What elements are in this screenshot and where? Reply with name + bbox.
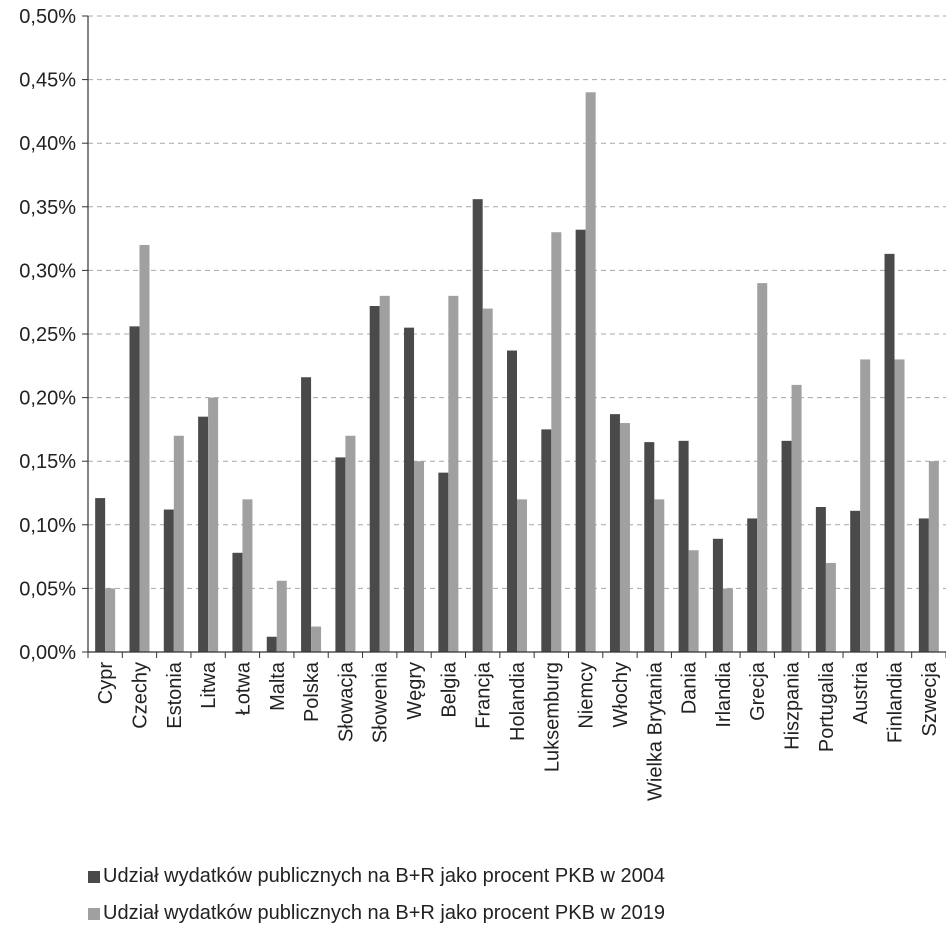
x-category-label: Łotwa — [232, 661, 254, 715]
bar-2004 — [575, 229, 586, 653]
legend-item-2019: Udział wydatków publicznych na B+R jako … — [88, 895, 665, 932]
bar-2004 — [918, 518, 929, 652]
x-category-label: Luksemburg — [541, 662, 563, 772]
x-category-label: Francja — [473, 661, 495, 729]
x-category-label: Wielka Brytania — [644, 661, 666, 801]
bar-2004 — [541, 429, 552, 652]
bar-2019 — [825, 562, 836, 652]
bar-2004 — [369, 306, 380, 652]
legend: Udział wydatków publicznych na B+R jako … — [88, 858, 665, 932]
y-tick-label: 0,10% — [19, 515, 76, 537]
x-category-label: Litwa — [198, 661, 220, 709]
bar-2004 — [850, 510, 861, 652]
bar-2019 — [860, 359, 871, 652]
bar-2004 — [335, 457, 346, 652]
x-category-label: Szwecja — [919, 661, 941, 736]
y-tick-label: 0,05% — [19, 578, 76, 600]
legend-item-2004: Udział wydatków publicznych na B+R jako … — [88, 858, 665, 895]
bar-2004 — [507, 350, 517, 652]
y-tick-label: 0,25% — [19, 324, 76, 346]
x-category-label: Słowacja — [335, 661, 357, 742]
x-category-label: Cypr — [95, 662, 117, 705]
bar-2019 — [482, 308, 493, 652]
bar-2019 — [276, 580, 287, 652]
bar-2004 — [95, 498, 106, 652]
bar-2019 — [173, 435, 184, 652]
bar-2004 — [678, 440, 689, 652]
legend-label-2004: Udział wydatków publicznych na B+R jako … — [103, 865, 665, 887]
bar-2004 — [815, 506, 826, 652]
x-category-label: Belgia — [438, 661, 460, 717]
y-tick-label: 0,45% — [19, 70, 76, 92]
bar-2004 — [438, 472, 449, 652]
x-category-label: Polska — [301, 661, 323, 722]
bar-2019 — [619, 423, 630, 652]
bar-2004 — [781, 440, 792, 652]
x-category-label: Holandia — [507, 661, 529, 741]
x-category-label: Grecja — [747, 661, 769, 721]
y-tick-label: 0,35% — [19, 197, 76, 219]
y-tick-label: 0,15% — [19, 451, 76, 473]
x-category-label: Irlandia — [713, 661, 735, 727]
bar-2004 — [404, 327, 415, 652]
legend-swatch-2019 — [88, 907, 100, 920]
bar-2019 — [551, 232, 562, 653]
bar-2019 — [654, 499, 665, 652]
bar-2019 — [242, 499, 253, 652]
bar-2019 — [757, 283, 768, 652]
bar-2004 — [129, 326, 140, 652]
y-tick-label: 0,50% — [19, 6, 76, 28]
bar-2019 — [928, 461, 939, 652]
y-tick-label: 0,00% — [19, 642, 76, 664]
bar-2019 — [105, 588, 116, 652]
y-tick-label: 0,40% — [19, 133, 76, 155]
bar-2019 — [139, 244, 150, 652]
x-category-label: Włochy — [610, 662, 632, 728]
bar-2004 — [198, 416, 209, 652]
bar-2004 — [712, 538, 723, 652]
x-category-label: Austria — [850, 661, 872, 724]
bar-2004 — [747, 518, 758, 652]
bar-2004 — [266, 636, 277, 652]
y-tick-label: 0,30% — [19, 260, 76, 282]
bar-2004 — [472, 199, 483, 652]
legend-label-2019: Udział wydatków publicznych na B+R jako … — [103, 902, 665, 924]
bar-2019 — [585, 92, 596, 652]
bar-2019 — [517, 499, 527, 652]
bar-2004 — [644, 442, 655, 652]
bar-2004 — [301, 377, 312, 652]
gridlines — [88, 15, 946, 589]
bar-2019 — [379, 295, 390, 652]
x-category-label: Niemcy — [576, 662, 598, 729]
bar-2004 — [884, 253, 895, 652]
x-category-label: Malta — [267, 661, 289, 711]
bar-2019 — [722, 588, 733, 652]
bar-2019 — [791, 384, 802, 652]
x-category-label: Finlandia — [885, 661, 907, 743]
x-category-label: Portugalia — [816, 661, 838, 752]
bar-2019 — [311, 626, 322, 652]
bar-2019 — [414, 461, 425, 652]
x-category-label: Dania — [679, 661, 701, 714]
x-category-labels: Cypr Czechy Estonia Litwa Łotwa Malta Polska Sł… — [95, 661, 941, 801]
bar-2004 — [609, 414, 620, 652]
bar-2004 — [163, 509, 174, 652]
bar-2019 — [688, 550, 699, 652]
y-tick-label: 0,20% — [19, 388, 76, 410]
legend-swatch-2004 — [88, 870, 100, 883]
y-tick-labels: 0,00% 0,05% 0,10% 0,15% 0,20% 0,25% 0,30% 0,35%… — [19, 6, 88, 664]
bar-2019 — [208, 397, 219, 652]
bar-chart: 0,00% 0,05% 0,10% 0,15% 0,20% 0,25% 0,30% 0,35%… — [19, 6, 946, 801]
x-category-label: Słowenia — [370, 661, 392, 743]
x-category-label: Estonia — [164, 661, 186, 729]
bar-2019 — [345, 435, 356, 652]
x-category-label: Czechy — [129, 662, 151, 729]
bar-2004 — [232, 552, 243, 652]
x-category-label: Hiszpania — [782, 661, 804, 750]
bars — [95, 92, 939, 653]
bar-2019 — [894, 359, 905, 652]
bar-2019 — [448, 295, 459, 652]
x-category-label: Węgry — [404, 662, 426, 720]
